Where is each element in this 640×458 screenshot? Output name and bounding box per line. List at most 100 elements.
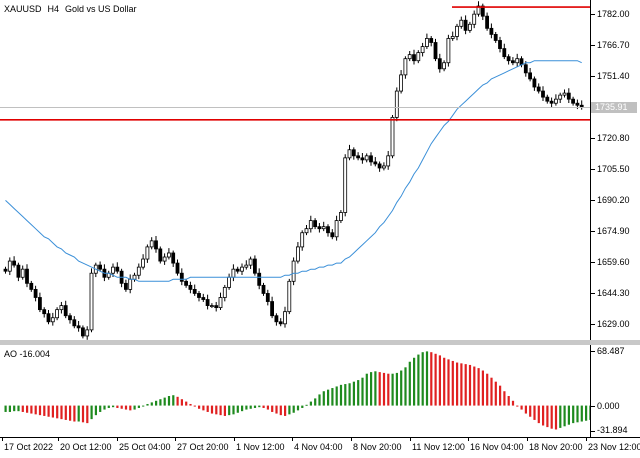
- ao-bar: [288, 405, 291, 415]
- candle: [154, 235, 158, 253]
- candle: [76, 320, 81, 332]
- price-label: 1720.80: [597, 133, 630, 144]
- price-tick: [591, 292, 595, 294]
- price-label: 1766.70: [597, 40, 630, 51]
- candle: [16, 262, 21, 282]
- ao-axis-label: 0.000: [597, 400, 620, 411]
- time-tick: [527, 438, 528, 441]
- time-axis[interactable]: 17 Oct 2022 20 Oct 12:00 25 Oct 04:00 27 Oc…: [0, 437, 640, 458]
- ao-bar: [511, 400, 515, 406]
- ao-bar: [116, 405, 119, 408]
- candle: [476, 1, 481, 17]
- candle: [29, 280, 34, 292]
- ao-bar: [430, 352, 433, 406]
- time-tick: [58, 438, 59, 441]
- candle: [317, 223, 322, 233]
- candle: [12, 256, 17, 268]
- candle: [377, 161, 382, 172]
- symbol-description: Gold vs US Dollar: [65, 4, 137, 14]
- candle: [261, 282, 266, 296]
- ao-bar: [296, 405, 300, 411]
- ao-tick: [591, 431, 595, 432]
- candle: [119, 268, 124, 288]
- ao-bar: [112, 405, 115, 408]
- candle: [252, 255, 257, 276]
- time-label: 4 Nov 04:00: [294, 442, 343, 452]
- candle: [201, 293, 206, 302]
- candle: [132, 272, 137, 282]
- ao-bar: [69, 405, 72, 421]
- candle: [459, 16, 464, 29]
- ao-bar: [146, 403, 149, 406]
- ao-bar: [271, 405, 274, 412]
- candle: [222, 284, 227, 302]
- price-axis[interactable]: 1782.00 1766.70 1751.40 1720.80 1705.50 1690.…: [590, 0, 640, 340]
- ao-bar: [404, 367, 407, 406]
- ao-bar: [202, 405, 205, 411]
- ao-bar: [284, 405, 287, 416]
- price-chart-pane[interactable]: XAUUSD H4 Gold vs US Dollar: [0, 0, 590, 340]
- candle: [145, 244, 150, 263]
- candle: [373, 157, 378, 167]
- candle: [407, 51, 412, 62]
- ao-bar: [572, 405, 575, 424]
- ao-histogram-svg: [4, 351, 590, 430]
- candle: [433, 38, 438, 62]
- candle: [467, 21, 472, 33]
- candle: [545, 94, 550, 104]
- candle: [442, 60, 447, 72]
- candle: [81, 325, 85, 339]
- ao-indicator-pane[interactable]: AO -16.004: [0, 345, 590, 437]
- candle: [55, 307, 59, 321]
- candle: [141, 254, 146, 270]
- time-tick: [292, 438, 293, 441]
- candle: [278, 318, 283, 327]
- ao-bar: [374, 371, 377, 406]
- candle: [528, 68, 532, 82]
- ao-bar: [56, 405, 59, 419]
- candle: [42, 307, 47, 318]
- ao-indicator-label: AO -16.004: [4, 349, 50, 359]
- ao-bar: [253, 405, 257, 408]
- candle: [446, 34, 451, 67]
- ao-bar: [507, 396, 510, 406]
- time-label: 23 Nov 12:00: [588, 442, 640, 452]
- candle: [403, 56, 408, 79]
- ao-bar: [460, 363, 463, 406]
- candle: [399, 70, 404, 94]
- ao-bar: [490, 377, 493, 406]
- ao-bar: [107, 405, 110, 408]
- ao-value-axis[interactable]: 68.487 0.000 -31.894: [590, 345, 640, 437]
- time-label: 27 Oct 20:00: [177, 442, 229, 452]
- candle: [472, 10, 477, 29]
- time-label: 1 Nov 12:00: [236, 442, 285, 452]
- time-label: 25 Oct 04:00: [119, 442, 171, 452]
- candle: [523, 61, 528, 77]
- time-tick: [2, 438, 3, 441]
- candle: [571, 96, 575, 106]
- ao-bar: [38, 405, 42, 416]
- candle: [3, 266, 8, 274]
- candle: [166, 248, 171, 260]
- ao-bar: [292, 405, 295, 413]
- ao-bar: [322, 391, 325, 406]
- ao-bar: [499, 385, 502, 406]
- ao-bar: [344, 384, 347, 406]
- ao-bar: [464, 364, 467, 406]
- candle: [158, 246, 163, 264]
- price-label: 1674.90: [597, 225, 630, 236]
- candle: [274, 313, 279, 326]
- candle: [330, 229, 335, 240]
- price-tick: [591, 323, 595, 325]
- candle: [72, 316, 77, 329]
- price-tick: [591, 76, 595, 78]
- ao-bar: [13, 405, 16, 412]
- ao-bar: [236, 405, 239, 413]
- candle: [291, 257, 296, 286]
- ao-bar: [185, 401, 188, 406]
- ao-bar: [103, 405, 106, 410]
- ao-bar: [589, 405, 590, 420]
- candle: [209, 303, 214, 309]
- pane-separator[interactable]: [0, 340, 640, 345]
- candle: [270, 296, 275, 319]
